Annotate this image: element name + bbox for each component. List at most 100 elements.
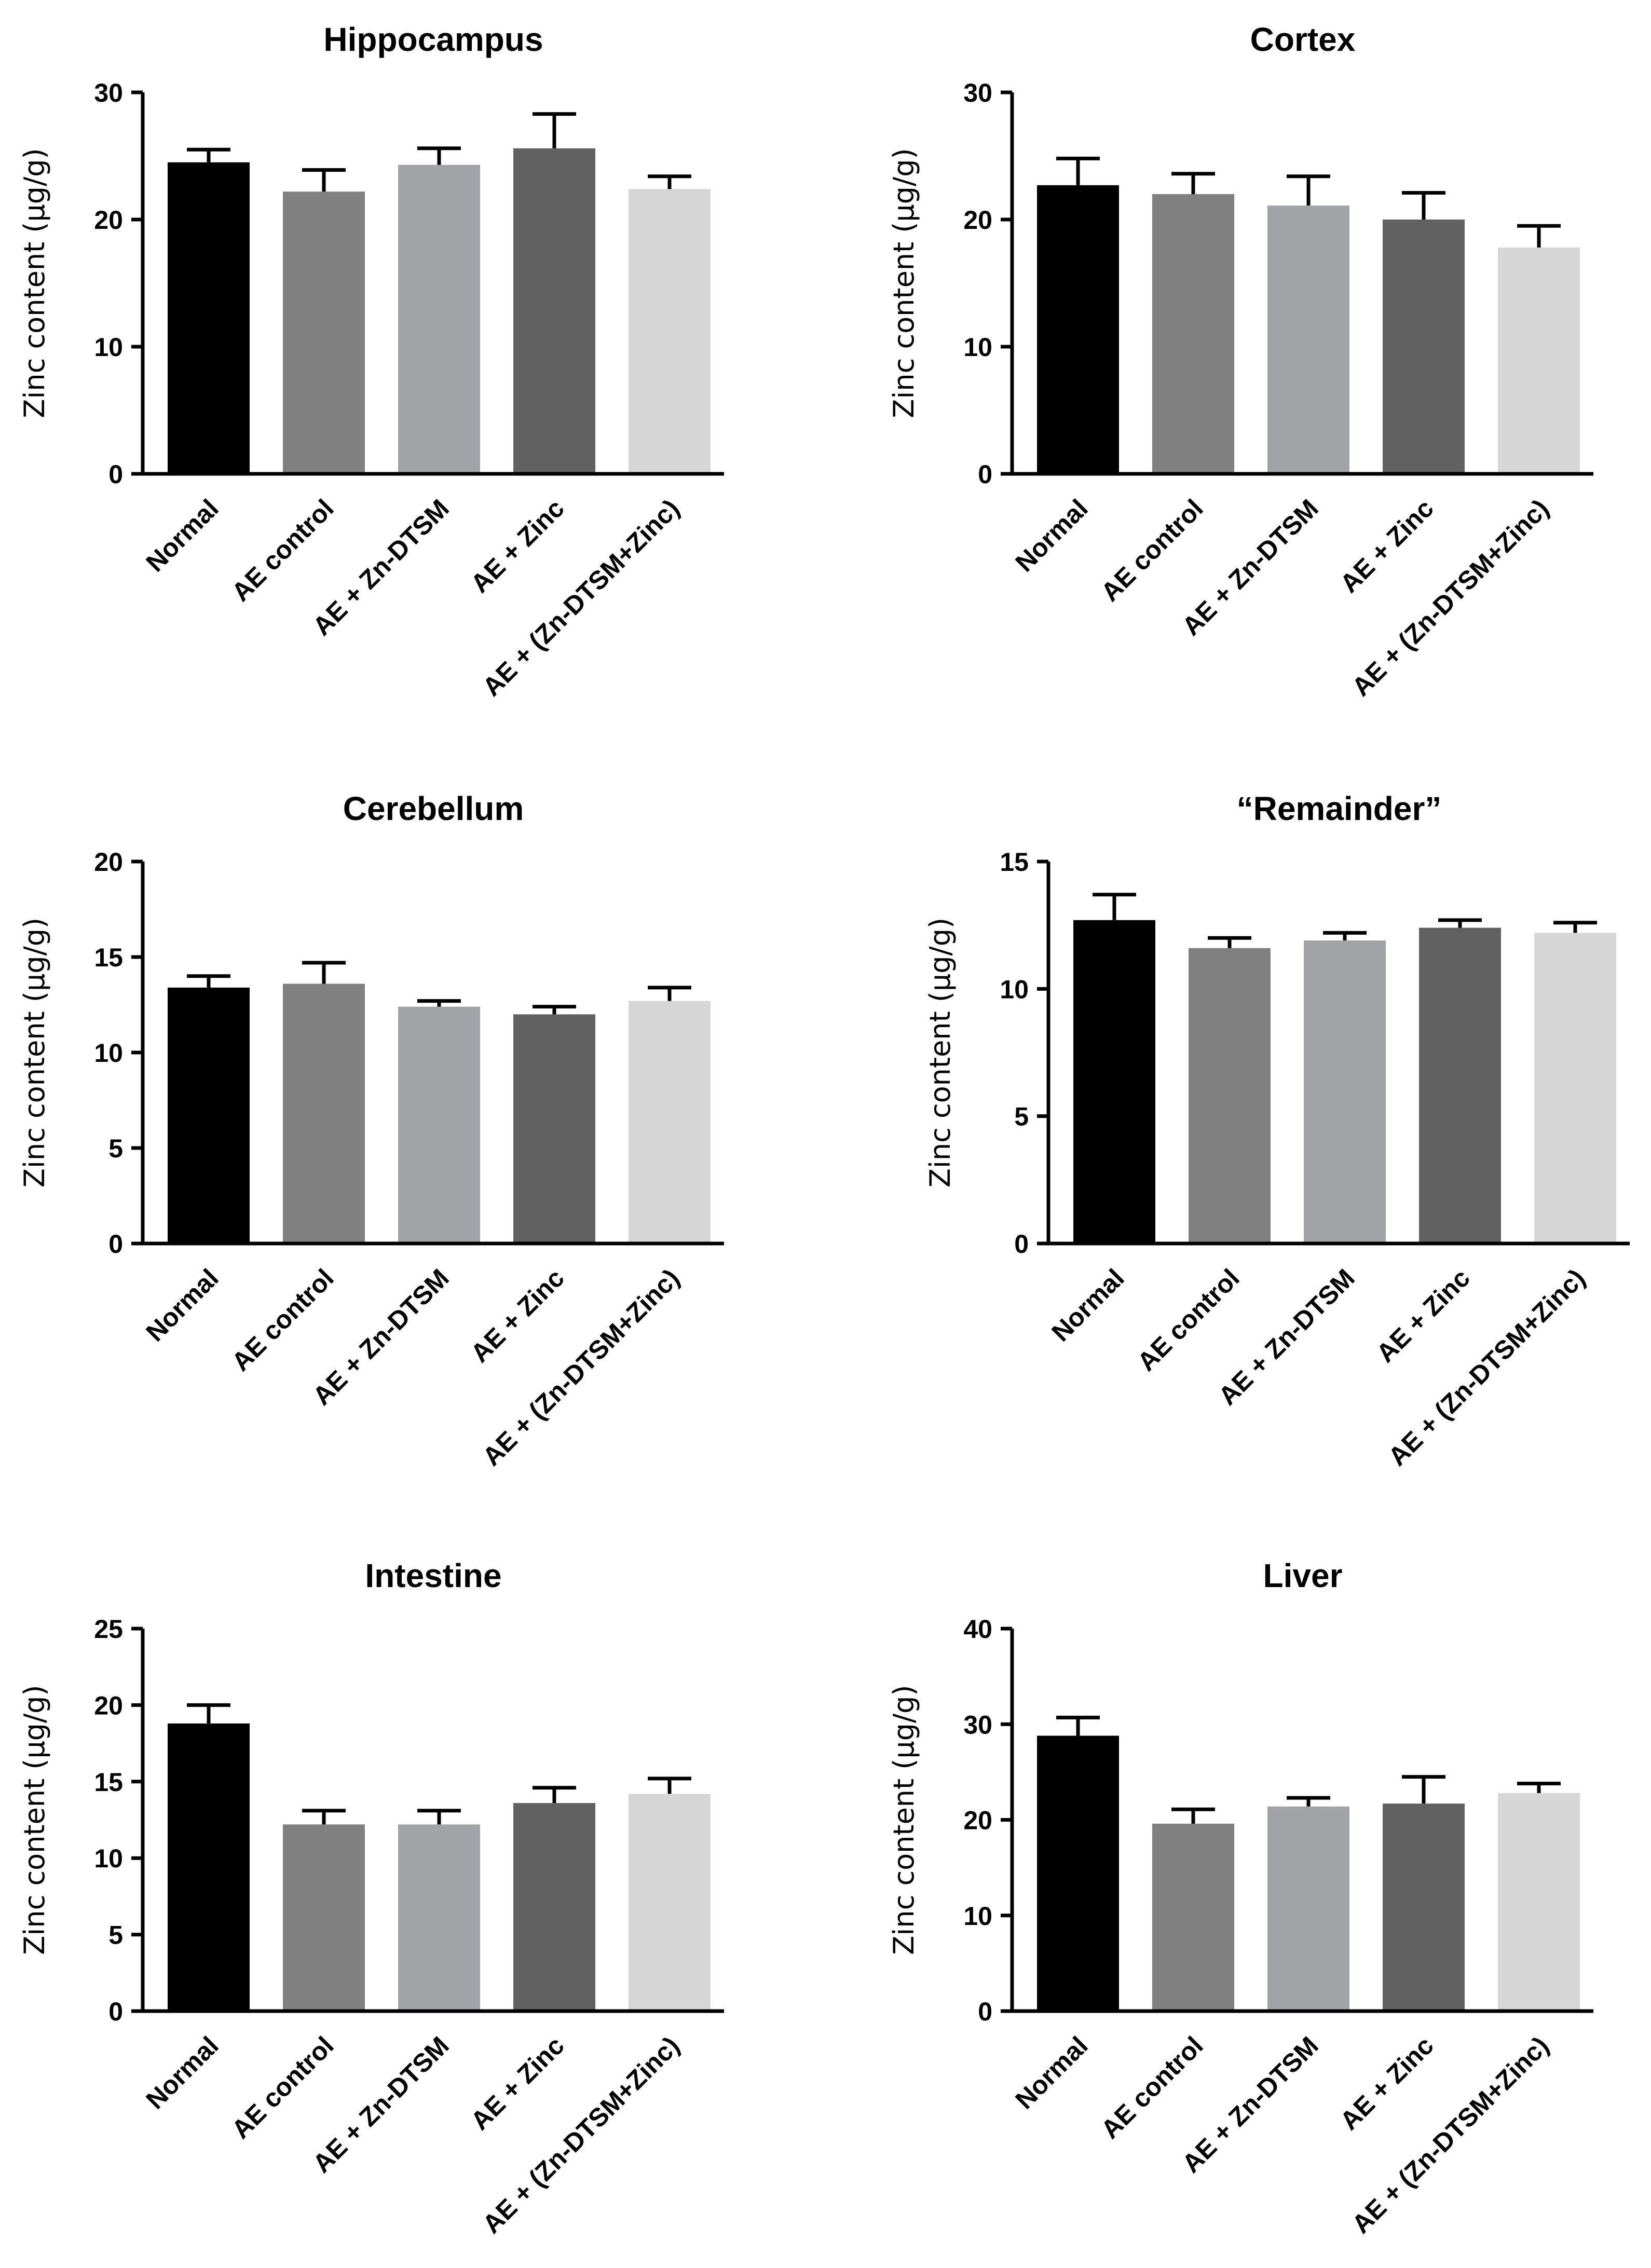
bar: [1534, 933, 1616, 1244]
category-label: AE control: [1131, 1263, 1245, 1376]
category-label: AE + Zinc: [1334, 2031, 1439, 2136]
bar: [168, 162, 250, 474]
bar: [1498, 1793, 1580, 2011]
chart-panel: “Remainder” Zinc content (μg/g) Normal AE c…: [924, 790, 1630, 1471]
y-tick-label: 0: [108, 460, 123, 489]
y-tick-label: 10: [963, 1902, 992, 1931]
category-label: AE control: [1095, 494, 1208, 607]
bar: [513, 1014, 595, 1244]
y-tick-label: 5: [108, 1134, 123, 1163]
bar: [398, 1006, 480, 1244]
y-axis-label: Zinc content (μg/g): [18, 148, 51, 418]
category-label: Normal: [140, 1263, 224, 1347]
y-tick-label: 30: [963, 78, 992, 107]
category-label: AE + (Zn-DTSM+Zinc): [1346, 2031, 1554, 2239]
category-label: Normal: [1009, 2031, 1093, 2114]
chart-panel: Hippocampus Zinc content (μg/g) Normal AE c…: [18, 21, 724, 702]
y-tick-label: 15: [94, 1768, 123, 1797]
chart-title: “Remainder”: [1237, 790, 1442, 827]
y-tick-label: 15: [94, 943, 123, 972]
bar: [1037, 185, 1119, 474]
category-label: AE + (Zn-DTSM+Zinc): [477, 1263, 685, 1471]
y-tick-label: 20: [94, 1691, 123, 1720]
y-tick-label: 30: [94, 78, 123, 107]
chart-title: Liver: [1263, 1557, 1343, 1594]
y-tick-label: 25: [94, 1615, 123, 1644]
y-axis-label: Zinc content (μg/g): [924, 918, 957, 1187]
bar: [168, 1723, 250, 2011]
y-tick-label: 0: [978, 460, 992, 489]
bar: [1037, 1736, 1119, 2011]
y-tick-label: 20: [94, 206, 123, 235]
category-label: AE + (Zn-DTSM+Zinc): [1383, 1263, 1591, 1471]
bar: [1383, 220, 1465, 474]
bar: [1267, 1806, 1349, 2011]
y-tick-label: 10: [1000, 975, 1029, 1004]
y-tick-label: 20: [963, 206, 992, 235]
chart-title: Cerebellum: [343, 790, 524, 827]
bar: [1152, 194, 1234, 474]
bar: [283, 983, 365, 1244]
bar: [513, 1803, 595, 2011]
bar: [1304, 940, 1386, 1244]
bar: [398, 165, 480, 474]
y-axis-label: Zinc content (μg/g): [18, 1685, 51, 1955]
category-label: AE + (Zn-DTSM+Zinc): [477, 494, 685, 702]
chart-title: Cortex: [1250, 21, 1356, 58]
category-label: Normal: [1009, 494, 1093, 577]
bar: [629, 189, 711, 474]
category-label: AE + Zinc: [465, 1263, 570, 1368]
chart-panel: Liver Zinc content (μg/g) Normal AE control…: [888, 1557, 1593, 2239]
y-tick-label: 10: [94, 1039, 123, 1068]
y-tick-label: 40: [963, 1615, 992, 1644]
chart-title: Intestine: [365, 1557, 501, 1594]
bar: [629, 1794, 711, 2011]
category-label: AE + Zinc: [1334, 494, 1439, 598]
y-tick-label: 10: [963, 333, 992, 362]
y-tick-label: 0: [1014, 1229, 1029, 1259]
chart-title: Hippocampus: [323, 21, 543, 58]
bar: [1383, 1804, 1465, 2011]
bar: [629, 1001, 711, 1244]
y-tick-label: 20: [963, 1806, 992, 1835]
bar: [1419, 927, 1501, 1244]
y-tick-label: 0: [108, 1229, 123, 1259]
category-label: Normal: [1046, 1263, 1129, 1347]
chart-panel: Cerebellum Zinc content (μg/g) Normal AE co…: [18, 790, 724, 1471]
category-label: Normal: [140, 494, 224, 577]
bar: [283, 1824, 365, 2011]
y-tick-label: 5: [108, 1921, 123, 1950]
category-label: AE + (Zn-DTSM+Zinc): [1346, 494, 1554, 702]
bar: [1498, 247, 1580, 474]
category-label: Normal: [140, 2031, 224, 2114]
bar: [1152, 1823, 1234, 2011]
bar: [168, 987, 250, 1244]
category-label: AE + Zinc: [465, 494, 570, 598]
y-axis-label: Zinc content (μg/g): [18, 918, 51, 1187]
y-tick-label: 10: [94, 333, 123, 362]
y-axis-label: Zinc content (μg/g): [888, 148, 920, 418]
category-label: AE control: [1095, 2031, 1208, 2144]
y-tick-label: 0: [978, 1997, 992, 2026]
bar: [1267, 206, 1349, 474]
category-label: AE + Zinc: [1371, 1263, 1476, 1368]
y-axis-label: Zinc content (μg/g): [888, 1685, 920, 1955]
y-tick-label: 20: [94, 848, 123, 877]
category-label: AE + Zinc: [465, 2031, 570, 2136]
chart-panel: Intestine Zinc content (μg/g) Normal AE con…: [18, 1557, 724, 2239]
y-tick-label: 10: [94, 1844, 123, 1873]
chart-panel: Cortex Zinc content (μg/g) Normal AE contro…: [888, 21, 1593, 702]
category-label: AE + (Zn-DTSM+Zinc): [477, 2031, 685, 2239]
bar: [1189, 948, 1271, 1244]
bar: [513, 148, 595, 474]
category-label: AE control: [226, 1263, 339, 1376]
bar: [398, 1824, 480, 2011]
category-label: AE control: [226, 494, 339, 607]
y-tick-label: 0: [108, 1997, 123, 2026]
bar: [1073, 920, 1155, 1244]
y-tick-label: 30: [963, 1710, 992, 1739]
category-label: AE control: [226, 2031, 339, 2144]
y-tick-label: 15: [1000, 848, 1029, 877]
bar: [283, 192, 365, 474]
